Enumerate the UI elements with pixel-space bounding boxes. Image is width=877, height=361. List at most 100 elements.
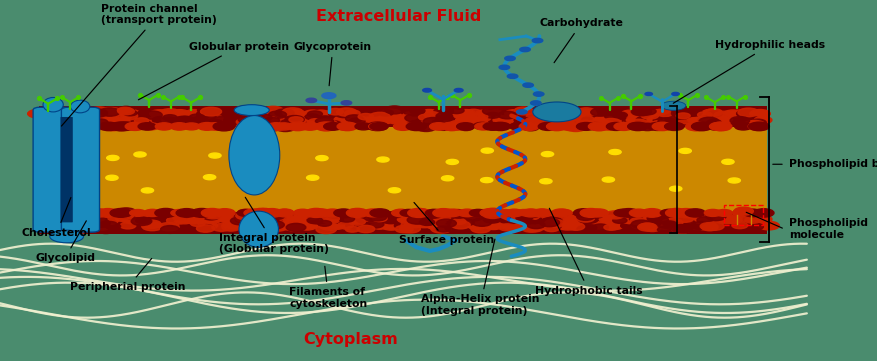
Circle shape bbox=[697, 112, 712, 118]
Circle shape bbox=[589, 209, 609, 217]
Circle shape bbox=[436, 221, 457, 230]
Circle shape bbox=[443, 124, 459, 130]
Circle shape bbox=[632, 109, 647, 115]
Circle shape bbox=[652, 121, 667, 126]
Circle shape bbox=[361, 213, 379, 221]
Circle shape bbox=[267, 109, 288, 118]
Circle shape bbox=[373, 216, 387, 222]
Circle shape bbox=[368, 213, 387, 221]
Circle shape bbox=[699, 222, 717, 229]
Circle shape bbox=[753, 209, 774, 217]
Circle shape bbox=[555, 209, 573, 216]
Circle shape bbox=[577, 225, 595, 233]
Circle shape bbox=[269, 116, 291, 125]
Circle shape bbox=[203, 119, 223, 127]
Circle shape bbox=[285, 110, 305, 118]
Circle shape bbox=[265, 212, 280, 218]
Circle shape bbox=[96, 225, 116, 234]
Circle shape bbox=[339, 110, 356, 117]
Circle shape bbox=[387, 211, 403, 218]
Circle shape bbox=[118, 117, 135, 124]
Circle shape bbox=[406, 122, 426, 131]
Circle shape bbox=[484, 222, 503, 230]
Circle shape bbox=[226, 117, 243, 123]
Circle shape bbox=[663, 221, 676, 227]
Circle shape bbox=[581, 116, 600, 124]
Circle shape bbox=[430, 117, 446, 123]
Circle shape bbox=[232, 116, 248, 123]
FancyBboxPatch shape bbox=[39, 127, 767, 212]
Circle shape bbox=[199, 210, 213, 216]
Circle shape bbox=[123, 216, 138, 222]
Circle shape bbox=[630, 218, 647, 225]
Circle shape bbox=[122, 221, 143, 230]
Circle shape bbox=[602, 222, 620, 230]
Circle shape bbox=[425, 117, 446, 126]
Circle shape bbox=[35, 111, 55, 119]
Circle shape bbox=[661, 218, 683, 227]
Circle shape bbox=[148, 116, 168, 124]
Circle shape bbox=[57, 209, 77, 217]
Circle shape bbox=[207, 123, 225, 130]
Circle shape bbox=[269, 214, 286, 221]
Circle shape bbox=[537, 116, 559, 125]
Circle shape bbox=[90, 124, 105, 130]
Circle shape bbox=[265, 123, 283, 131]
Circle shape bbox=[603, 116, 621, 124]
Circle shape bbox=[62, 216, 82, 224]
Circle shape bbox=[517, 109, 538, 118]
Circle shape bbox=[570, 110, 587, 117]
Circle shape bbox=[307, 116, 328, 125]
Circle shape bbox=[84, 215, 99, 222]
Circle shape bbox=[691, 222, 710, 230]
Circle shape bbox=[539, 218, 560, 227]
Circle shape bbox=[696, 110, 714, 117]
Circle shape bbox=[496, 209, 513, 216]
Circle shape bbox=[400, 225, 420, 233]
Circle shape bbox=[36, 116, 58, 125]
Circle shape bbox=[89, 216, 107, 223]
Circle shape bbox=[42, 215, 61, 223]
Circle shape bbox=[472, 218, 492, 226]
Circle shape bbox=[675, 110, 694, 118]
Circle shape bbox=[138, 221, 160, 230]
Circle shape bbox=[714, 111, 734, 119]
Circle shape bbox=[499, 224, 516, 231]
Circle shape bbox=[125, 122, 141, 129]
Circle shape bbox=[743, 117, 760, 124]
Circle shape bbox=[576, 120, 595, 128]
Circle shape bbox=[483, 216, 502, 223]
Circle shape bbox=[600, 110, 620, 118]
Circle shape bbox=[481, 178, 493, 183]
Circle shape bbox=[482, 208, 503, 217]
Circle shape bbox=[468, 215, 490, 224]
Circle shape bbox=[190, 221, 205, 226]
Circle shape bbox=[71, 114, 89, 121]
Circle shape bbox=[613, 217, 627, 223]
Circle shape bbox=[368, 123, 386, 130]
Circle shape bbox=[250, 155, 262, 160]
Circle shape bbox=[587, 222, 606, 230]
Circle shape bbox=[35, 219, 54, 227]
Circle shape bbox=[653, 116, 673, 124]
Circle shape bbox=[621, 110, 638, 117]
Circle shape bbox=[317, 221, 332, 226]
Circle shape bbox=[397, 216, 416, 223]
Circle shape bbox=[173, 213, 194, 222]
Circle shape bbox=[250, 110, 268, 118]
Circle shape bbox=[322, 120, 337, 127]
Circle shape bbox=[410, 123, 425, 129]
Text: Phospholipid bilayer: Phospholipid bilayer bbox=[789, 159, 877, 169]
Circle shape bbox=[364, 109, 381, 116]
Text: Protein channel
(transport protein): Protein channel (transport protein) bbox=[61, 4, 217, 126]
Circle shape bbox=[267, 123, 285, 130]
Circle shape bbox=[566, 123, 586, 131]
Circle shape bbox=[246, 215, 267, 223]
Circle shape bbox=[209, 153, 221, 158]
Circle shape bbox=[371, 222, 389, 229]
Circle shape bbox=[93, 120, 110, 127]
Circle shape bbox=[658, 226, 673, 232]
Circle shape bbox=[332, 116, 353, 125]
Circle shape bbox=[180, 222, 199, 230]
Circle shape bbox=[471, 225, 490, 233]
